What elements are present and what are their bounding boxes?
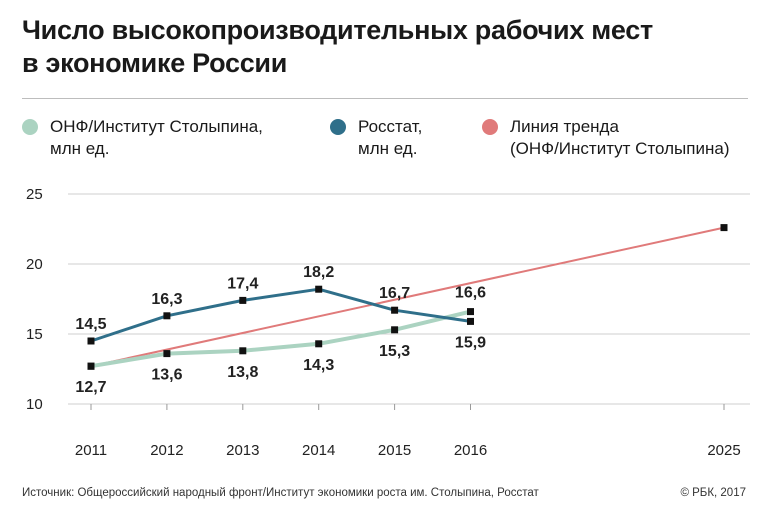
rosstat-data-label: 15,9	[455, 334, 486, 351]
x-tick-label: 2013	[226, 442, 259, 459]
legend-item-onf: ОНФ/Институт Столыпина, млн ед.	[22, 116, 263, 160]
x-tick-label: 2025	[707, 442, 740, 459]
legend-swatch-trend	[482, 119, 498, 135]
legend-label: млн ед.	[358, 139, 418, 158]
x-tick-label: 2015	[378, 442, 411, 459]
rosstat-data-label: 18,2	[303, 264, 334, 281]
legend-label: Линия тренда	[510, 117, 619, 136]
rosstat-point	[239, 296, 247, 304]
y-tick-label: 15	[26, 326, 43, 343]
rosstat-point	[315, 285, 323, 293]
onf-point	[239, 347, 247, 355]
rosstat-data-label: 16,3	[151, 291, 182, 308]
rosstat-point	[163, 312, 171, 320]
onf-point	[315, 340, 323, 348]
y-tick-label: 20	[26, 256, 43, 273]
legend-label: Росстат,	[358, 117, 423, 136]
chart-title-line: в экономике России	[22, 48, 288, 78]
legend-swatch-rosstat	[330, 119, 346, 135]
copyright: © РБК, 2017	[680, 487, 746, 499]
trend-point	[720, 224, 728, 232]
trend-line	[90, 226, 725, 368]
onf-data-label: 12,7	[75, 379, 106, 396]
onf-data-label: 13,8	[227, 364, 258, 381]
x-tick-label: 2011	[75, 442, 107, 459]
onf-data-label: 15,3	[379, 343, 410, 360]
y-tick-label: 25	[26, 186, 43, 203]
chart-title: Число высокопроизводительных рабочих мес…	[22, 14, 752, 80]
rosstat-point	[467, 317, 474, 325]
onf-point	[163, 350, 171, 358]
legend-item-rosstat: Росстат, млн ед.	[330, 116, 422, 160]
legend-swatch-onf	[22, 119, 38, 135]
chart-title-line: Число высокопроизводительных рабочих мес…	[22, 15, 653, 45]
legend-label: (ОНФ/Институт Столыпина)	[510, 139, 730, 158]
onf-data-label: 13,6	[151, 367, 182, 384]
rosstat-series-line	[89, 287, 472, 343]
legend-item-trend: Линия тренда (ОНФ/Институт Столыпина)	[482, 116, 729, 160]
onf-point	[467, 308, 474, 316]
x-tick-label: 2012	[150, 442, 183, 459]
y-tick-label: 10	[26, 396, 43, 413]
onf-point	[87, 362, 95, 370]
rosstat-point	[391, 306, 399, 314]
onf-data-label: 14,3	[303, 357, 334, 374]
legend-label: млн ед.	[50, 139, 110, 158]
rosstat-data-label: 14,5	[75, 316, 106, 333]
source-note: Источник: Общероссийский народный фронт/…	[22, 487, 539, 499]
rosstat-data-label: 17,4	[227, 275, 258, 292]
onf-point	[391, 326, 399, 334]
title-divider	[22, 98, 748, 99]
rosstat-data-label: 16,7	[379, 285, 410, 302]
x-tick-label: 2014	[302, 442, 335, 459]
onf-data-label: 16,6	[455, 285, 486, 302]
rosstat-point	[87, 337, 95, 345]
x-tick-label: 2016	[454, 442, 487, 459]
onf-series-line	[89, 309, 473, 369]
legend-label: ОНФ/Институт Столыпина,	[50, 117, 263, 136]
